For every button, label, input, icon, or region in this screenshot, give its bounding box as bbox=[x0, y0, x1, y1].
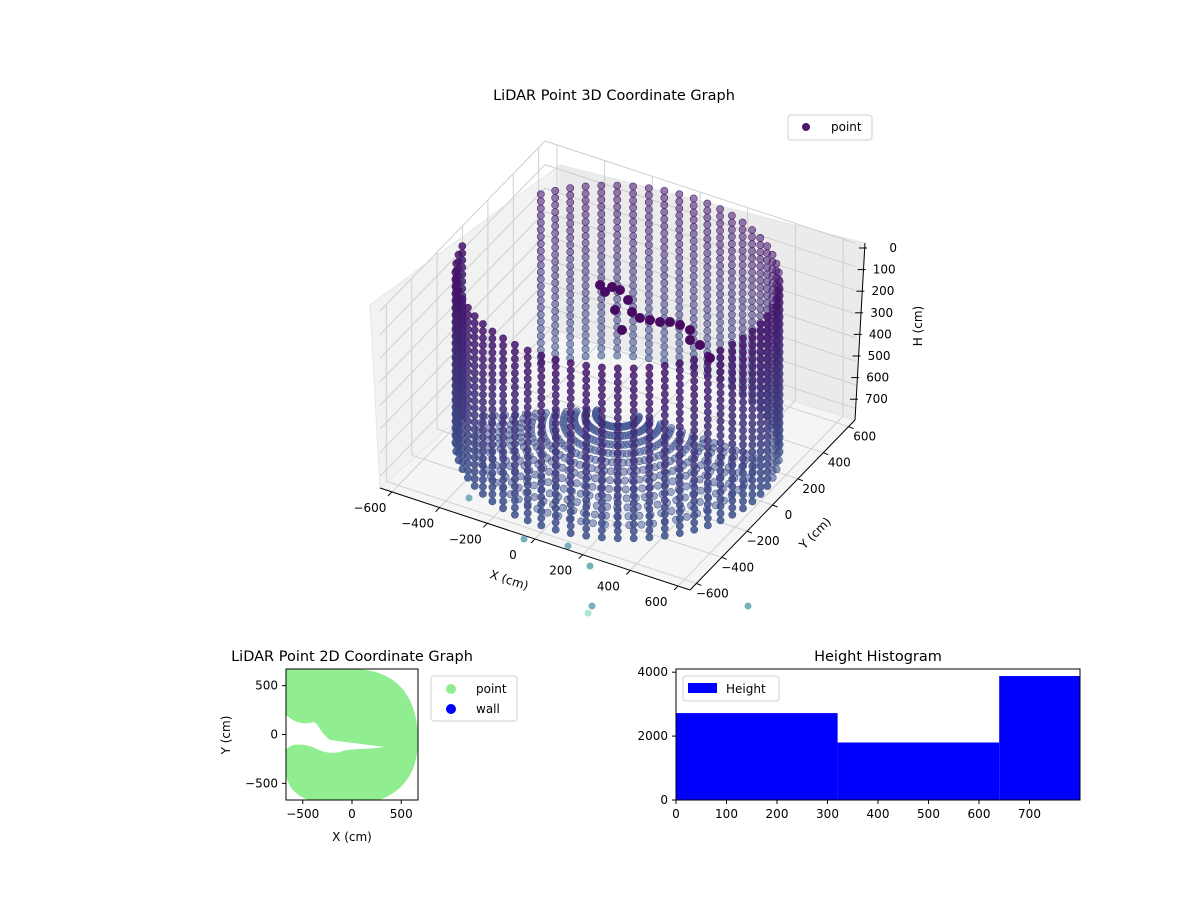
ticks-2d: −500 0 500 −500 0 500 bbox=[245, 679, 413, 821]
legend-2d: point wall bbox=[430, 675, 518, 722]
svg-text:600: 600 bbox=[645, 595, 668, 609]
legend-label-wall-2d: wall bbox=[476, 702, 500, 716]
plot-3d-title: LiDAR Point 3D Coordinate Graph bbox=[493, 88, 735, 104]
svg-text:200: 200 bbox=[871, 284, 894, 298]
svg-text:−500: −500 bbox=[245, 776, 278, 790]
x-axis-label-3d: X (cm) bbox=[488, 567, 530, 593]
legend-histogram: Height bbox=[682, 675, 780, 702]
y-axis-label-2d: Y (cm) bbox=[219, 716, 233, 756]
histogram-title: Height Histogram bbox=[814, 649, 942, 665]
svg-text:600: 600 bbox=[853, 430, 876, 444]
svg-text:−200: −200 bbox=[449, 532, 482, 546]
legend-marker-point-2d bbox=[446, 684, 456, 694]
svg-text:200: 200 bbox=[766, 807, 789, 821]
svg-text:100: 100 bbox=[715, 807, 738, 821]
histogram-bar bbox=[837, 742, 1000, 800]
legend-3d: point bbox=[787, 114, 873, 141]
svg-text:200: 200 bbox=[802, 482, 825, 496]
svg-text:500: 500 bbox=[255, 679, 278, 693]
svg-text:0: 0 bbox=[785, 508, 793, 522]
legend-label-point: point bbox=[831, 120, 862, 134]
histogram-bars bbox=[676, 676, 1080, 800]
svg-text:400: 400 bbox=[867, 807, 890, 821]
ticks-3d: −600−400−2000200400600−600−400−200020040… bbox=[353, 241, 897, 609]
svg-text:400: 400 bbox=[597, 579, 620, 593]
svg-text:−200: −200 bbox=[747, 534, 780, 548]
svg-text:500: 500 bbox=[917, 807, 940, 821]
z-axis-label-3d: H (cm) bbox=[911, 306, 925, 347]
svg-text:300: 300 bbox=[870, 306, 893, 320]
ticks-histogram: 0 100 200 300 400 500 600 700 0 2000 4000 bbox=[637, 665, 1041, 821]
plot-3d: LiDAR Point 3D Coordinate Graph −600 −400… bbox=[353, 88, 925, 617]
legend-marker-point bbox=[802, 123, 810, 131]
svg-text:300: 300 bbox=[816, 807, 839, 821]
svg-text:0: 0 bbox=[509, 548, 517, 562]
svg-text:0: 0 bbox=[660, 793, 668, 807]
svg-text:400: 400 bbox=[828, 456, 851, 470]
svg-text:200: 200 bbox=[549, 564, 572, 578]
svg-text:0: 0 bbox=[270, 728, 278, 742]
svg-text:500: 500 bbox=[390, 807, 413, 821]
svg-text:500: 500 bbox=[868, 349, 891, 363]
svg-text:4000: 4000 bbox=[637, 665, 668, 679]
plot-histogram: Height Histogram 0 100 200 300 400 500 600 7000… bbox=[637, 649, 1081, 821]
legend-marker-wall-2d bbox=[446, 704, 456, 714]
svg-text:−500: −500 bbox=[286, 807, 319, 821]
scatter-2d-points bbox=[286, 669, 418, 800]
svg-text:−600: −600 bbox=[353, 501, 386, 515]
svg-text:0: 0 bbox=[672, 807, 680, 821]
svg-text:600: 600 bbox=[866, 371, 889, 385]
svg-text:600: 600 bbox=[968, 807, 991, 821]
y-axis-label-3d: Y (cm) bbox=[796, 515, 834, 553]
histogram-bar bbox=[676, 713, 838, 800]
svg-text:700: 700 bbox=[1018, 807, 1041, 821]
svg-text:700: 700 bbox=[865, 392, 888, 406]
x-axis-label-2d: X (cm) bbox=[332, 830, 372, 844]
svg-text:100: 100 bbox=[873, 263, 896, 277]
svg-text:−600: −600 bbox=[696, 586, 729, 600]
svg-text:0: 0 bbox=[889, 241, 897, 255]
histogram-bar bbox=[999, 676, 1080, 800]
legend-swatch-height bbox=[688, 683, 717, 693]
points-3d bbox=[451, 181, 784, 617]
svg-text:−400: −400 bbox=[721, 560, 754, 574]
legend-label-height: Height bbox=[726, 682, 766, 696]
svg-text:−400: −400 bbox=[401, 517, 434, 531]
svg-text:400: 400 bbox=[869, 327, 892, 341]
legend-label-point-2d: point bbox=[476, 682, 507, 696]
svg-text:2000: 2000 bbox=[637, 729, 668, 743]
svg-text:0: 0 bbox=[348, 807, 356, 821]
plot-2d-title: LiDAR Point 2D Coordinate Graph bbox=[231, 649, 473, 665]
plot-2d: LiDAR Point 2D Coordinate Graph −500 0 500… bbox=[219, 649, 518, 844]
z-axis-line bbox=[854, 242, 866, 421]
